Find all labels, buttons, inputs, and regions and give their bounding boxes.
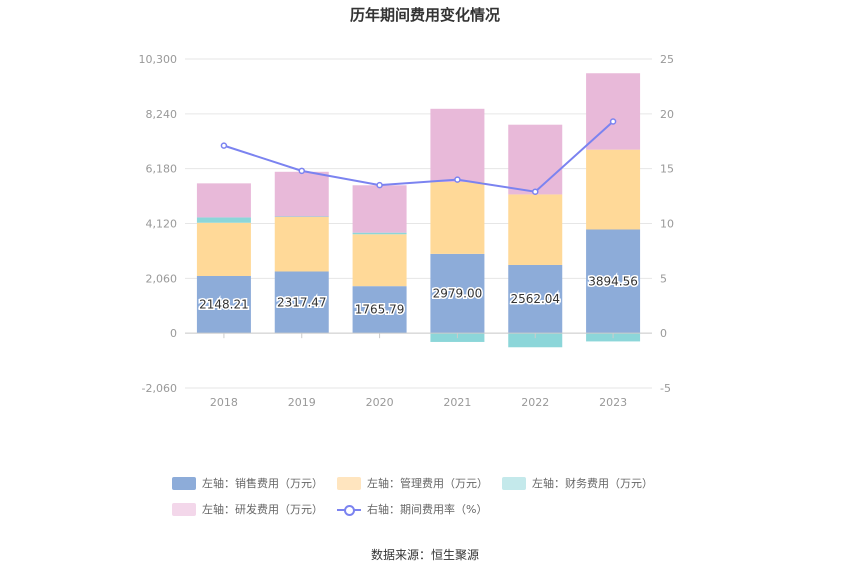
bar-data-label: 2562.04 [510, 292, 560, 306]
bar-segment [586, 229, 641, 334]
bar-segment [508, 124, 563, 195]
rate-point [454, 176, 461, 183]
bar-data-label: 1765.79 [355, 303, 405, 317]
x-tick-label: 2023 [599, 396, 627, 409]
legend-item-sales[interactable]: 左轴：销售费用（万元） [172, 475, 323, 491]
rate-line [223, 120, 614, 193]
bar-data-label: 2148.21 [199, 298, 249, 312]
legend-line-swatch [337, 503, 361, 516]
x-tick-label: 2022 [521, 396, 549, 409]
legend-label: 左轴：研发费用（万元） [202, 503, 323, 516]
left-tick-label: 8,240 [146, 108, 178, 121]
bar-segment [352, 234, 407, 287]
legend-item-finance[interactable]: 左轴：财务费用（万元） [502, 475, 653, 491]
data-source: 数据来源：恒生聚源 [370, 548, 479, 562]
bar-segment [274, 216, 329, 272]
bar-segment [274, 271, 329, 334]
right-tick-label: 25 [660, 53, 674, 66]
left-tick-label: 10,300 [139, 53, 178, 66]
x-tick-label: 2020 [366, 396, 394, 409]
rate-point [609, 118, 617, 125]
legend-item-rate[interactable]: 右轴：期间费用率（%） [337, 501, 487, 517]
bar-data-label: 3894.56 [588, 274, 638, 288]
bar-segment [430, 182, 485, 254]
left-tick-label: -2,060 [142, 382, 177, 395]
bar-segment [196, 217, 251, 223]
bar-segment [352, 286, 407, 334]
legend-swatch [172, 476, 196, 490]
left-tick-label: 4,120 [146, 218, 178, 231]
x-tick-label: 2019 [288, 396, 316, 409]
legend-label: 左轴：财务费用（万元） [532, 477, 653, 490]
bar-segment [274, 216, 329, 218]
chart-title: 历年期间费用变化情况 [349, 6, 500, 24]
bar-segment [274, 171, 329, 217]
right-tick-label: -5 [660, 382, 671, 395]
x-tick-label: 2021 [443, 396, 471, 409]
right-tick-label: 0 [660, 327, 667, 340]
bar-segment [430, 108, 485, 183]
bar-segment [430, 253, 485, 334]
bar-segment [508, 264, 563, 334]
axis-group: -2,060 -5 0 0 2,060 5 4,120 10 6,180 15 8,240 20 10,… [139, 53, 675, 409]
grid-lines [185, 58, 652, 389]
bar-segment [586, 149, 641, 230]
bar-segment [352, 185, 407, 233]
right-tick-label: 10 [660, 218, 674, 231]
legend-item-admin[interactable]: 左轴：管理费用（万元） [337, 475, 488, 491]
right-tick-label: 5 [660, 272, 667, 285]
legend-label: 右轴：期间费用率（%） [367, 503, 488, 516]
legend-swatch [502, 476, 526, 490]
rate-line-group [220, 118, 617, 195]
left-tick-label: 0 [170, 327, 177, 340]
legend-label: 左轴：管理费用（万元） [367, 477, 488, 490]
bar-group [196, 73, 641, 348]
bar-segment [196, 275, 251, 334]
bar-data-label: 2979.00 [433, 287, 483, 301]
legend-swatch [337, 476, 361, 490]
legend-item-rnd[interactable]: 左轴：研发费用（万元） [172, 501, 323, 517]
data-label-group: 2148.21 2317.47 1765.79 2979.00 2562.04 3894.… [198, 273, 640, 318]
rate-point [298, 167, 305, 175]
legend-swatch [172, 502, 196, 516]
bar-segment [196, 222, 251, 276]
right-tick-label: 15 [660, 163, 674, 176]
legend-label: 左轴：销售费用（万元） [202, 477, 323, 490]
bar-segment [508, 194, 563, 265]
bar-segment [508, 333, 563, 348]
bar-segment [352, 232, 407, 235]
right-tick-label: 20 [660, 108, 674, 121]
rate-point [376, 181, 383, 189]
left-tick-label: 6,180 [146, 163, 178, 176]
legend: 左轴：销售费用（万元） 左轴：管理费用（万元） 左轴：财务费用（万元） 左轴：研… [172, 470, 732, 522]
chart-plot: 2148.21 2317.47 1765.79 2979.00 2562.04 3894.… [139, 53, 675, 409]
bar-data-label: 2317.47 [277, 295, 327, 309]
rate-point [532, 188, 539, 195]
bar-segment [196, 183, 251, 218]
x-tick-label: 2018 [210, 396, 238, 409]
rate-point [220, 142, 228, 149]
left-tick-label: 2,060 [146, 272, 178, 285]
